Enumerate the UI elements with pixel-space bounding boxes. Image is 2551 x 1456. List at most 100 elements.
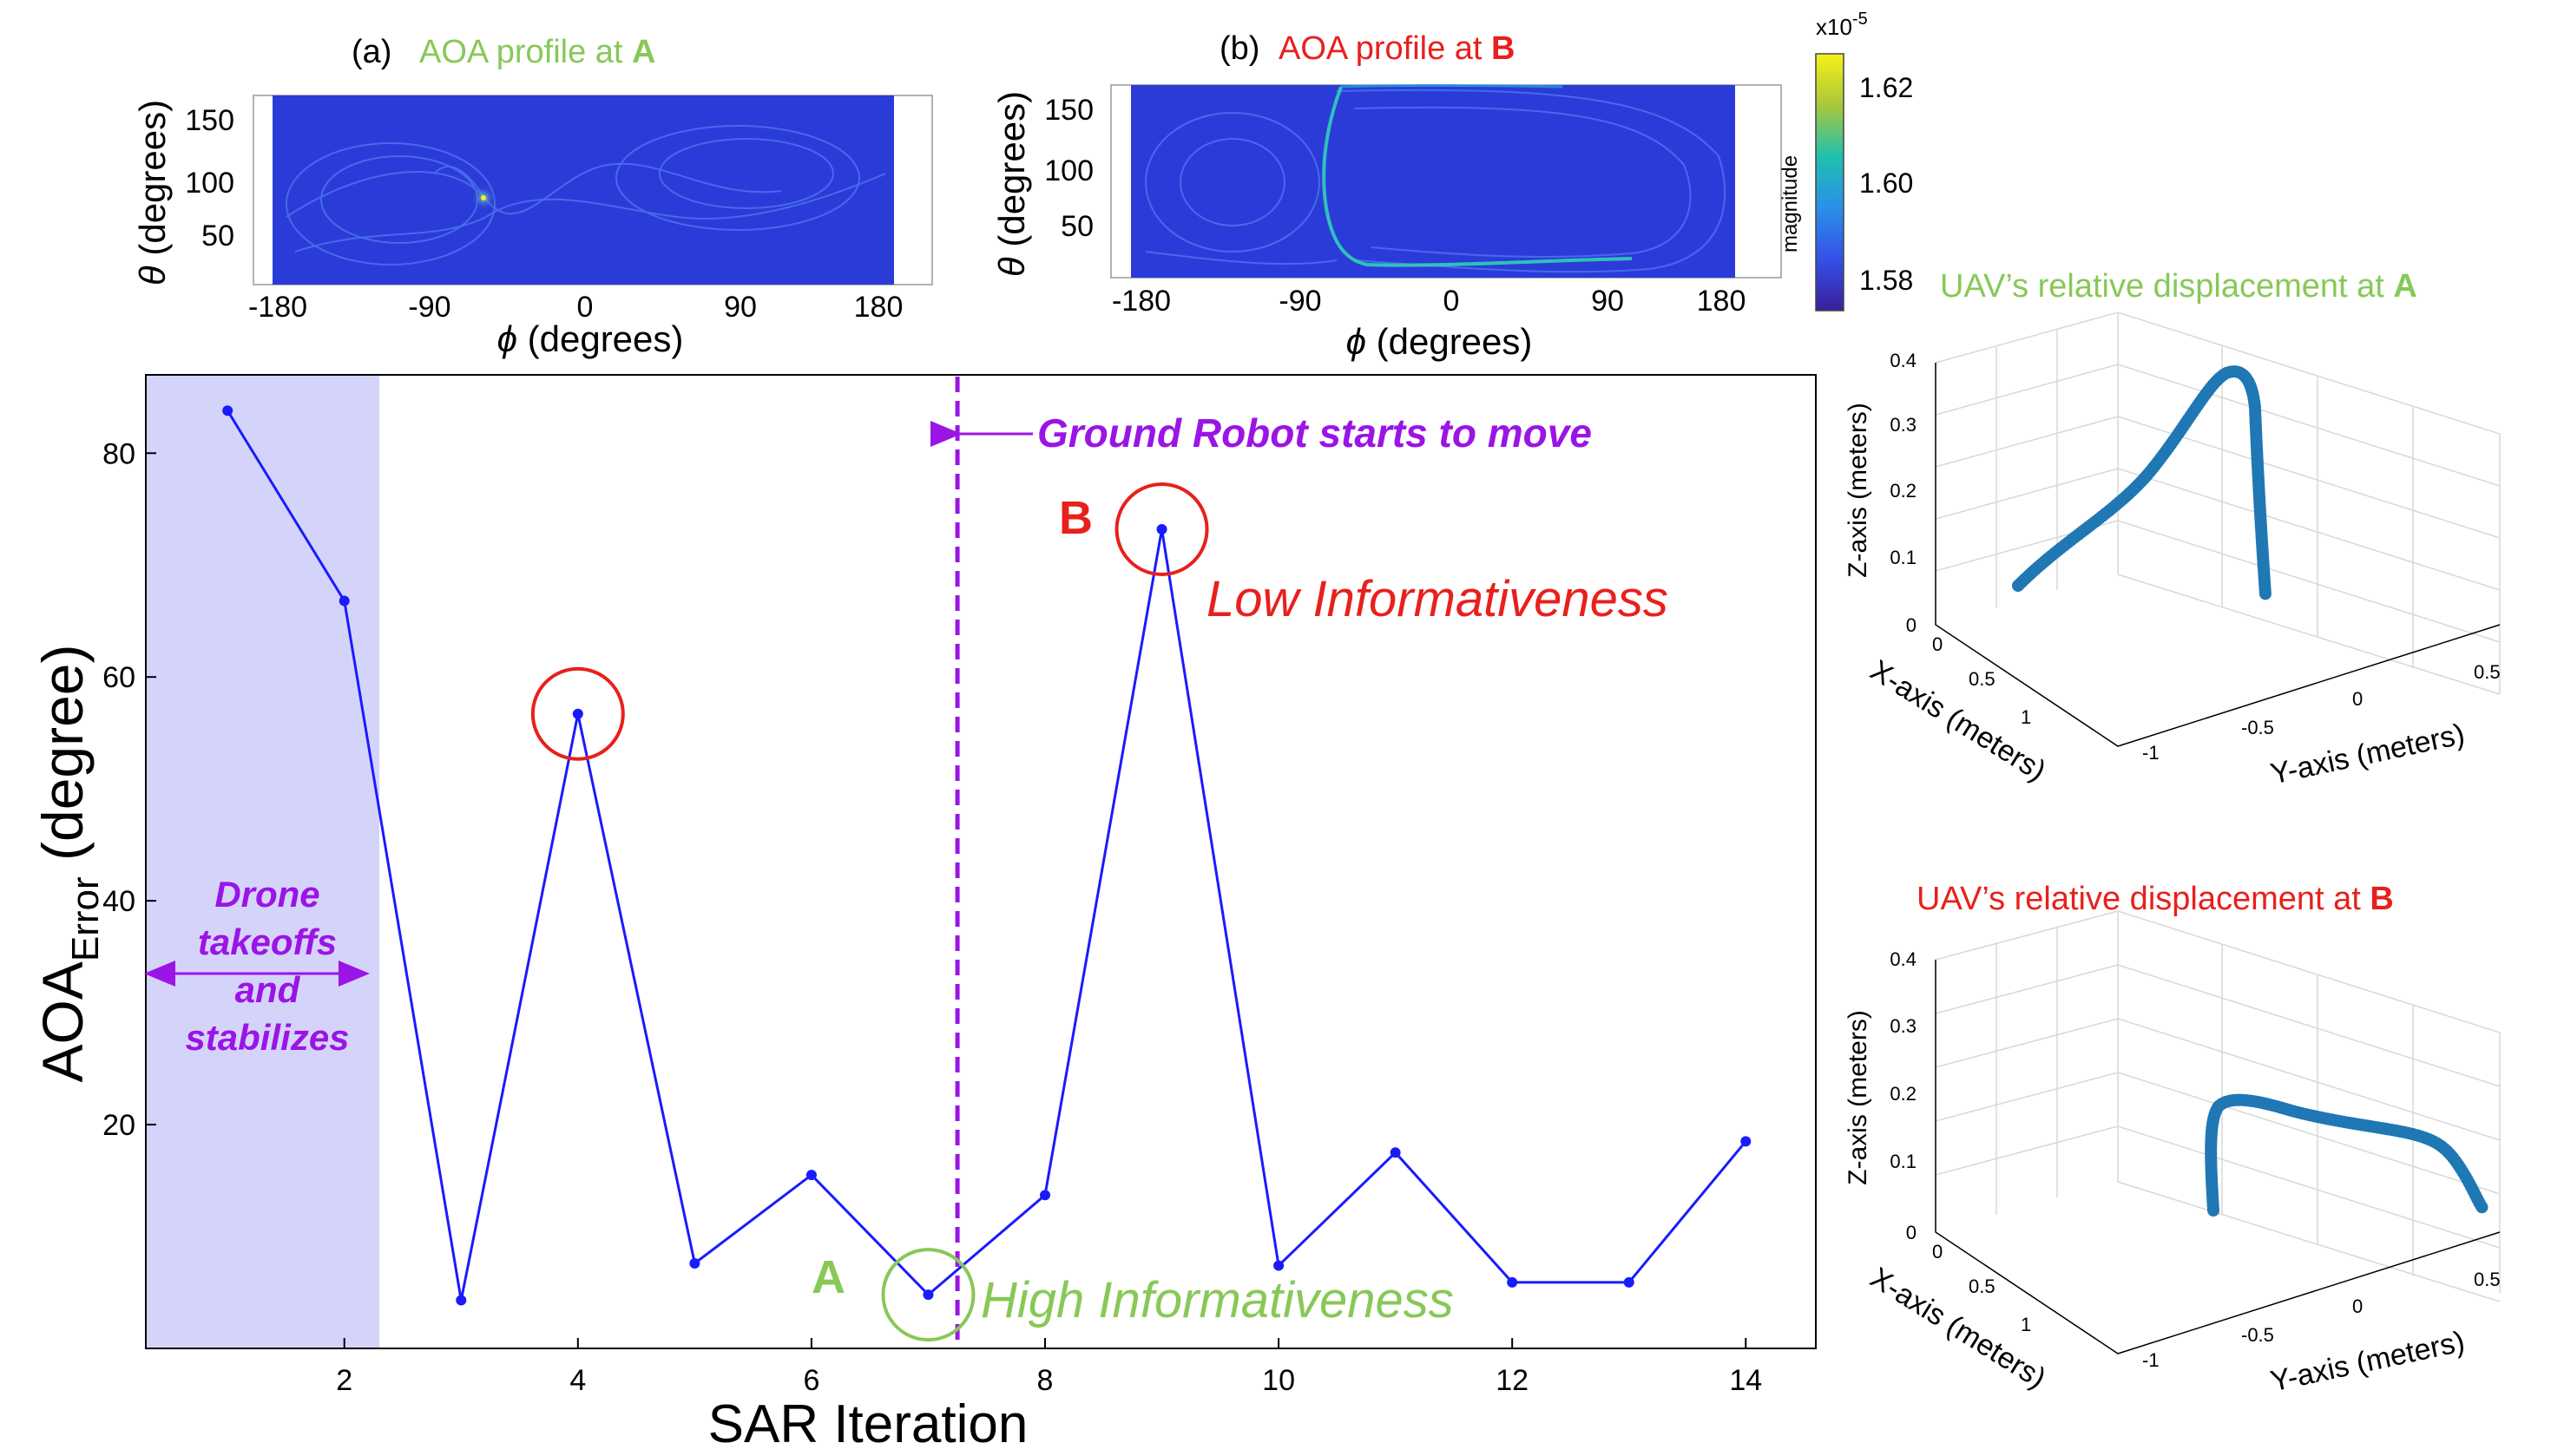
aoa-error-series-line	[226, 410, 1747, 1301]
plot3d-a-ylabel: Y-axis (meters)	[2268, 718, 2468, 790]
heatmap-a-xtick-0: 0	[577, 291, 594, 324]
plot3d-a-ztick-0: 0	[1906, 614, 1917, 636]
heatmap-b-ylabel: θ (degrees)	[991, 91, 1032, 277]
heatmap-a-prefix: (a)	[352, 34, 391, 70]
takeoff-label-line-3: and	[235, 969, 301, 1010]
x-tick-label-6: 6	[803, 1364, 819, 1397]
plot3d-b-xtick-1: 1	[2021, 1314, 2031, 1335]
plot3d-a-title: UAV’s relative displacement at A	[1940, 268, 2417, 305]
plot3d-a-ztick-02: 0.2	[1890, 480, 1917, 502]
plot3d-b-xtick-05: 0.5	[1969, 1276, 1995, 1297]
plot3d-b-xtick-0: 0	[1932, 1241, 1943, 1263]
plot3d-a-xtick-0: 0	[1932, 633, 1943, 655]
heatmap-a-xticks: -180 -90 0 90 180	[248, 291, 903, 324]
uav-displacement-a-3d: UAV’s relative displacement at A 0 0.1 0…	[1844, 268, 2501, 790]
heatmap-b-ylabel-symbol: θ	[991, 257, 1032, 277]
plot3d-a-title-text: UAV’s relative displacement at	[1940, 268, 2393, 305]
heatmap-b-xlabel-text: (degrees)	[1366, 321, 1532, 362]
heatmap-b-xtick-m180: -180	[1112, 285, 1171, 318]
heatmap-b-image	[1131, 85, 1735, 278]
heatmap-a-ylabel: θ (degrees)	[132, 100, 173, 285]
data-point-2	[339, 595, 350, 607]
plot3d-a-axes	[1935, 363, 2501, 747]
heatmap-a-xlabel-symbol: ϕ	[497, 318, 517, 359]
annotation-circles	[530, 482, 1209, 1342]
colorbar-label: magnitude	[1778, 155, 1802, 253]
y-label-main: AOA	[30, 961, 95, 1082]
annotation-circle-1	[1114, 482, 1209, 576]
plot3d-a-zlabel: Z-axis (meters)	[1844, 403, 1872, 578]
heatmap-b-ridge	[1322, 86, 1633, 267]
heatmap-b-xticks: -180 -90 0 90 180	[1112, 285, 1746, 318]
plot3d-b-trajectory	[2205, 1093, 2489, 1217]
plot3d-b-yticks: -1 -0.5 0 0.5	[2142, 1269, 2501, 1371]
heatmap-b-xtick-m90: -90	[1279, 285, 1321, 318]
colorbar-exponent: x10-5	[1816, 10, 1868, 40]
heatmap-a-texture	[286, 125, 886, 266]
heatmap-b-title-bold: B	[1491, 30, 1515, 67]
plot3d-a-ytick-m1: -1	[2142, 742, 2160, 764]
heatmap-a-xtick-180: 180	[854, 291, 904, 324]
plot3d-b-zlabel: Z-axis (meters)	[1844, 1010, 1872, 1185]
data-point-7	[923, 1289, 934, 1301]
plot3d-b-zticks: 0 0.1 0.2 0.3 0.4	[1890, 948, 1917, 1243]
drone-takeoff-shaded-region	[147, 376, 380, 1348]
colorbar-exponent-power: -5	[1852, 10, 1868, 29]
low-informativeness-label: Low Informativeness	[1206, 571, 1668, 627]
heatmap-b-title: AOA profile at B	[1279, 30, 1515, 67]
heatmap-b-title-text: AOA profile at	[1279, 30, 1491, 67]
plot3d-b-ytick-m05: -0.5	[2241, 1324, 2274, 1346]
plot3d-a-ztick-01: 0.1	[1890, 547, 1917, 568]
plot3d-b-title: UAV’s relative displacement at B	[1917, 881, 2394, 917]
aoa-profile-a-heatmap: (a) AOA profile at A 150 100 50 -180 -90…	[132, 34, 933, 359]
x-tick-label-8: 8	[1037, 1364, 1054, 1397]
heatmap-a-image	[273, 95, 894, 285]
plot3d-b-ztick-02: 0.2	[1890, 1083, 1917, 1105]
heatmap-a-xtick-90: 90	[724, 291, 757, 324]
heatmap-a-ylabel-symbol: θ	[132, 266, 173, 285]
colorbar-exponent-base: x10	[1816, 14, 1852, 40]
heatmap-b-xtick-180: 180	[1697, 285, 1746, 318]
heatmap-b-texture	[1145, 89, 1726, 273]
y-label-subscript: Error	[64, 876, 107, 961]
takeoff-label-line-4: stabilizes	[185, 1017, 349, 1058]
x-tick-label-10: 10	[1262, 1364, 1295, 1397]
heatmap-b-ytick-100: 100	[1044, 154, 1094, 187]
colorbar-tick-158: 1.58	[1859, 265, 1913, 296]
heatmap-b-xtick-0: 0	[1443, 285, 1460, 318]
plot3d-b-ztick-0: 0	[1906, 1222, 1917, 1243]
data-point-1	[222, 405, 233, 416]
data-point-14	[1740, 1136, 1752, 1147]
heatmap-a-ytick-100: 100	[185, 167, 234, 200]
data-point-5	[689, 1257, 700, 1269]
main-y-axis-label: AOAError (degree)	[30, 645, 107, 1083]
point-b-label: B	[1059, 492, 1093, 544]
plot3d-b-ztick-01: 0.1	[1890, 1151, 1917, 1172]
main-y-ticks: 20 40 60 80	[102, 437, 156, 1142]
heatmap-a-title: AOA profile at A	[419, 34, 655, 70]
plot3d-a-ytick-0: 0	[2352, 688, 2363, 710]
plot3d-a-yticks: -1 -0.5 0 0.5	[2142, 661, 2501, 764]
heatmap-b-yticks: 150 100 50	[1044, 94, 1094, 243]
colorbar-tick-162: 1.62	[1859, 72, 1913, 103]
x-tick-label-4: 4	[569, 1364, 586, 1397]
heatmap-b-xlabel-symbol: ϕ	[1346, 321, 1366, 362]
annotation-circle-0	[530, 666, 625, 761]
heatmap-a-ytick-150: 150	[185, 104, 234, 137]
heatmap-b-ylabel-text: (degrees)	[991, 91, 1032, 257]
data-point-10	[1273, 1260, 1285, 1271]
aoa-profile-b-heatmap: (b) AOA profile at B 150 100 50 -180 -90…	[991, 10, 1913, 362]
data-point-4	[572, 708, 583, 719]
heatmap-b-top-ridge	[1340, 84, 1563, 89]
aoa-error-points	[222, 405, 1752, 1306]
heatmap-a-title-text: AOA profile at	[419, 34, 632, 70]
y-tick-label-80: 80	[102, 437, 135, 470]
plot3d-b-ylabel: Y-axis (meters)	[2268, 1325, 2468, 1398]
plot3d-b-title-text: UAV’s relative displacement at	[1917, 881, 2370, 917]
plot3d-a-zticks: 0 0.1 0.2 0.3 0.4	[1890, 350, 1917, 636]
plot3d-a-xtick-05: 0.5	[1969, 668, 1995, 690]
annotation-circle-2	[881, 1248, 976, 1342]
y-tick-label-20: 20	[102, 1109, 135, 1142]
data-point-11	[1390, 1147, 1401, 1158]
takeoff-label-line-1: Drone	[214, 874, 319, 915]
